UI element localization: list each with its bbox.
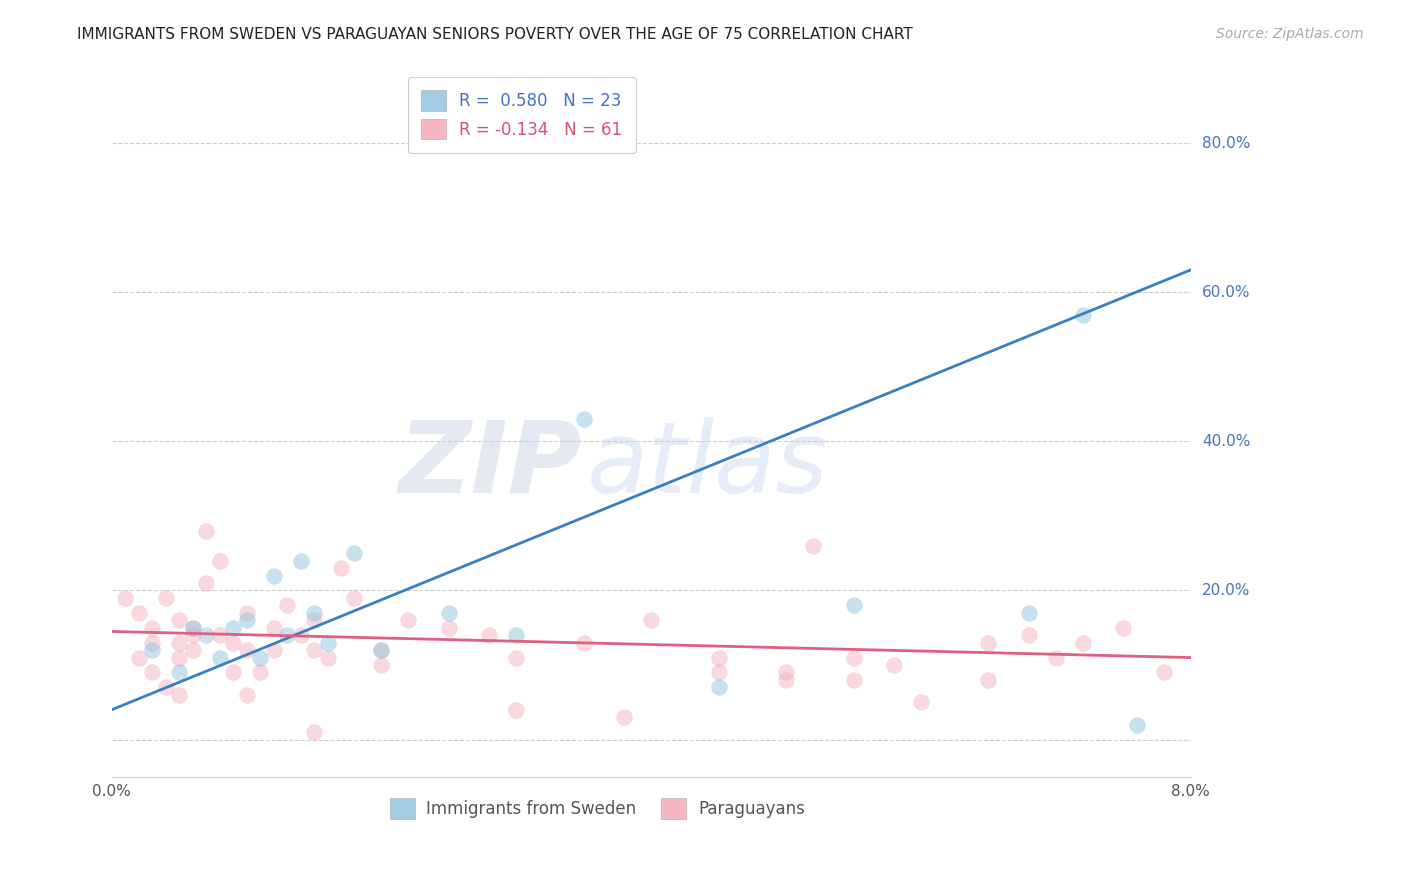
Point [1045, 650, 1067, 665]
Point [141, 621, 163, 635]
Point [1153, 665, 1175, 680]
Point [343, 546, 366, 560]
Point [222, 665, 245, 680]
Point [208, 554, 231, 568]
Point [263, 568, 285, 582]
Point [640, 613, 662, 627]
Point [977, 673, 1000, 687]
Text: atlas: atlas [586, 417, 828, 514]
Text: 80.0%: 80.0% [1202, 136, 1250, 151]
Point [208, 628, 231, 642]
Point [302, 643, 325, 657]
Point [370, 658, 392, 673]
Point [316, 635, 339, 649]
Point [167, 650, 190, 665]
Point [235, 613, 257, 627]
Point [478, 628, 501, 642]
Point [910, 695, 932, 709]
Point [181, 628, 204, 642]
Point [1018, 628, 1040, 642]
Point [1126, 717, 1149, 731]
Point [1112, 621, 1135, 635]
Point [1071, 635, 1094, 649]
Point [181, 621, 204, 635]
Point [155, 591, 177, 605]
Point [167, 688, 190, 702]
Legend: Immigrants from Sweden, Paraguayans: Immigrants from Sweden, Paraguayans [382, 791, 811, 825]
Point [141, 643, 163, 657]
Point [842, 650, 865, 665]
Point [249, 650, 271, 665]
Point [505, 628, 527, 642]
Point [235, 643, 257, 657]
Point [302, 613, 325, 627]
Point [505, 650, 527, 665]
Point [801, 539, 824, 553]
Point [208, 650, 231, 665]
Point [330, 561, 353, 575]
Point [842, 599, 865, 613]
Point [775, 673, 797, 687]
Point [181, 643, 204, 657]
Point [128, 650, 150, 665]
Point [707, 681, 730, 695]
Point [1018, 606, 1040, 620]
Point [167, 665, 190, 680]
Point [316, 650, 339, 665]
Point [222, 635, 245, 649]
Point [977, 635, 1000, 649]
Point [302, 606, 325, 620]
Point [155, 681, 177, 695]
Point [276, 599, 298, 613]
Point [141, 665, 163, 680]
Point [195, 576, 218, 591]
Point [572, 412, 595, 426]
Point [114, 591, 136, 605]
Point [195, 628, 218, 642]
Point [437, 621, 460, 635]
Point [141, 635, 163, 649]
Text: Source: ZipAtlas.com: Source: ZipAtlas.com [1216, 27, 1364, 41]
Point [167, 635, 190, 649]
Point [263, 621, 285, 635]
Point [276, 628, 298, 642]
Point [128, 606, 150, 620]
Point [572, 635, 595, 649]
Point [613, 710, 636, 724]
Point [181, 621, 204, 635]
Point [343, 591, 366, 605]
Point [1071, 308, 1094, 322]
Point [707, 650, 730, 665]
Point [505, 703, 527, 717]
Point [235, 606, 257, 620]
Point [195, 524, 218, 538]
Point [707, 665, 730, 680]
Point [222, 621, 245, 635]
Point [842, 673, 865, 687]
Point [370, 643, 392, 657]
Point [437, 606, 460, 620]
Text: 60.0%: 60.0% [1202, 285, 1250, 300]
Point [235, 688, 257, 702]
Point [775, 665, 797, 680]
Point [167, 613, 190, 627]
Point [290, 628, 312, 642]
Point [263, 643, 285, 657]
Point [290, 554, 312, 568]
Point [302, 725, 325, 739]
Point [249, 665, 271, 680]
Point [398, 613, 420, 627]
Point [883, 658, 905, 673]
Text: 40.0%: 40.0% [1202, 434, 1250, 449]
Text: ZIP: ZIP [398, 417, 581, 514]
Text: 20.0%: 20.0% [1202, 583, 1250, 598]
Text: IMMIGRANTS FROM SWEDEN VS PARAGUAYAN SENIORS POVERTY OVER THE AGE OF 75 CORRELAT: IMMIGRANTS FROM SWEDEN VS PARAGUAYAN SEN… [77, 27, 912, 42]
Point [370, 643, 392, 657]
